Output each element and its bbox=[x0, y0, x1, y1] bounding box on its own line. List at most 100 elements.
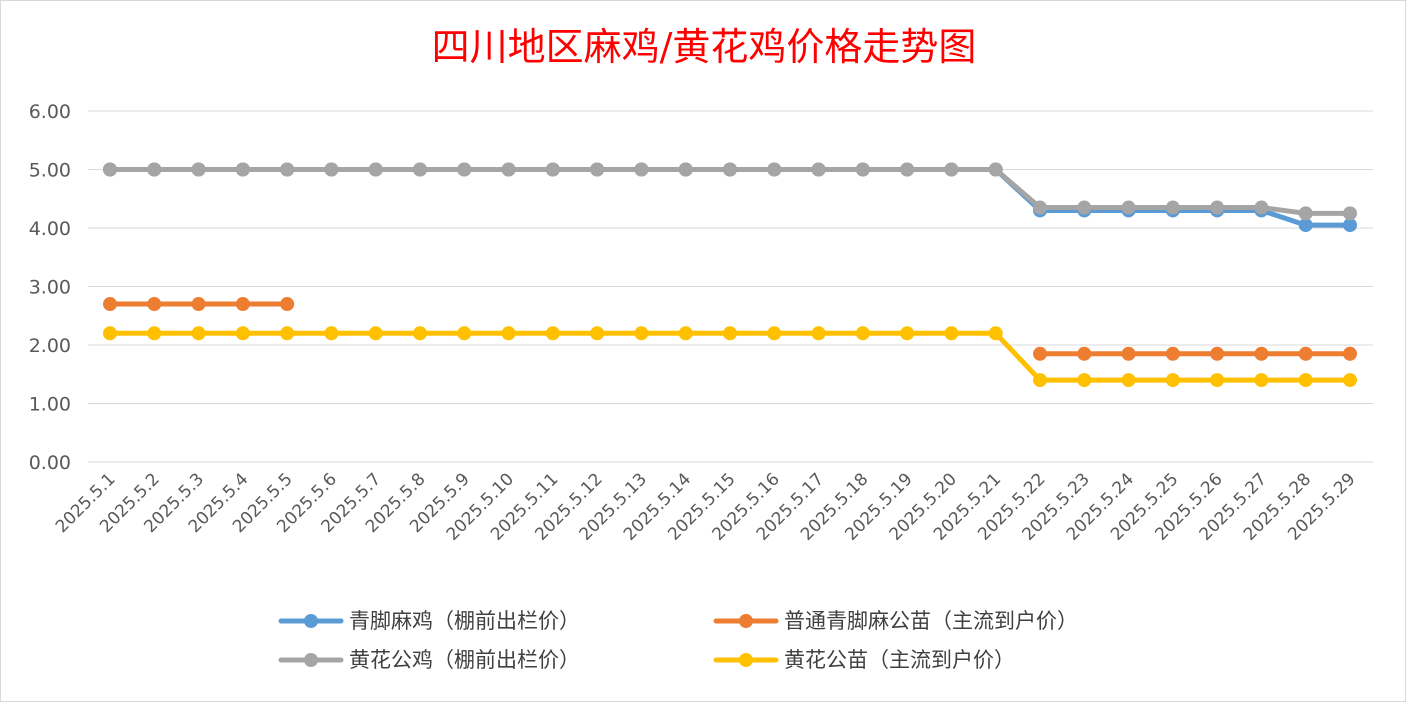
data-point bbox=[413, 326, 427, 341]
legend-item: 普通青脚麻公苗（主流到户价） bbox=[713, 609, 1078, 633]
data-point bbox=[1121, 346, 1136, 361]
data-point bbox=[501, 326, 516, 341]
legend-item: 黄花公苗（主流到户价） bbox=[713, 648, 1015, 672]
data-point bbox=[545, 326, 560, 341]
data-point bbox=[147, 297, 162, 312]
data-point bbox=[944, 162, 959, 177]
data-point bbox=[1121, 373, 1136, 388]
data-point bbox=[1298, 206, 1313, 221]
data-point bbox=[457, 162, 472, 177]
series-lines bbox=[103, 162, 1357, 388]
data-point bbox=[811, 326, 826, 341]
data-point bbox=[280, 162, 295, 177]
legend-marker bbox=[739, 653, 753, 667]
legend-marker bbox=[739, 614, 753, 628]
data-point bbox=[1343, 218, 1357, 233]
data-point bbox=[1033, 373, 1047, 388]
data-point bbox=[1165, 373, 1180, 388]
data-point bbox=[723, 326, 737, 341]
data-point bbox=[280, 326, 295, 341]
data-point bbox=[1343, 346, 1357, 361]
data-point bbox=[191, 326, 206, 341]
data-point bbox=[590, 162, 605, 177]
data-point bbox=[324, 162, 339, 177]
data-point bbox=[191, 162, 206, 177]
data-point bbox=[1343, 373, 1357, 388]
data-point bbox=[1254, 200, 1269, 215]
y-tick-label: 5.00 bbox=[29, 160, 71, 182]
series-4 bbox=[103, 326, 1357, 388]
data-point bbox=[1254, 346, 1269, 361]
data-point bbox=[1165, 346, 1180, 361]
series-2 bbox=[103, 297, 1357, 361]
data-point bbox=[545, 162, 560, 177]
y-axis-ticks: 0.00 1.00 2.00 3.00 4.00 5.00 6.00 bbox=[29, 101, 71, 474]
data-point bbox=[988, 162, 1003, 177]
data-point bbox=[811, 162, 826, 177]
data-point bbox=[103, 297, 117, 312]
data-point bbox=[1298, 373, 1313, 388]
data-point bbox=[900, 326, 915, 341]
data-point bbox=[988, 326, 1003, 341]
data-point bbox=[1210, 200, 1225, 215]
data-point bbox=[103, 162, 117, 177]
data-point bbox=[501, 162, 516, 177]
data-point bbox=[1077, 346, 1092, 361]
data-point bbox=[1210, 346, 1225, 361]
data-point bbox=[767, 326, 782, 341]
data-point bbox=[1077, 200, 1092, 215]
data-point bbox=[368, 162, 383, 177]
data-point bbox=[1343, 206, 1357, 221]
legend-label: 黄花公鸡（棚前出栏价） bbox=[349, 648, 580, 672]
legend-label: 普通青脚麻公苗（主流到户价） bbox=[784, 609, 1078, 633]
data-point bbox=[280, 297, 295, 312]
data-point bbox=[1298, 346, 1313, 361]
data-point bbox=[590, 326, 605, 341]
y-tick-label: 4.00 bbox=[29, 218, 71, 240]
y-tick-label: 3.00 bbox=[29, 277, 71, 299]
data-point bbox=[900, 162, 915, 177]
y-tick-label: 6.00 bbox=[29, 101, 71, 123]
legend: 青脚麻鸡（棚前出栏价） 普通青脚麻公苗（主流到户价） 黄花公鸡（棚前出栏价） 黄花公苗… bbox=[278, 609, 1078, 672]
data-point bbox=[147, 326, 162, 341]
data-point bbox=[235, 326, 250, 341]
data-point bbox=[1077, 373, 1092, 388]
data-point bbox=[1165, 200, 1180, 215]
data-point bbox=[944, 326, 959, 341]
data-point bbox=[147, 162, 162, 177]
y-tick-label: 2.00 bbox=[29, 335, 71, 357]
y-tick-label: 1.00 bbox=[29, 394, 71, 416]
x-axis-ticks: 2025.5.12025.5.22025.5.32025.5.42025.5.5… bbox=[52, 469, 1360, 544]
series-3 bbox=[103, 162, 1357, 221]
legend-item: 黄花公鸡（棚前出栏价） bbox=[278, 648, 580, 672]
data-point bbox=[413, 162, 427, 177]
data-point bbox=[767, 162, 782, 177]
legend-label: 黄花公苗（主流到户价） bbox=[784, 648, 1015, 672]
legend-item: 青脚麻鸡（棚前出栏价） bbox=[278, 609, 580, 633]
data-point bbox=[634, 326, 649, 341]
data-point bbox=[855, 162, 870, 177]
data-point bbox=[235, 162, 250, 177]
data-point bbox=[723, 162, 737, 177]
legend-marker bbox=[304, 653, 318, 667]
data-point bbox=[103, 326, 117, 341]
data-point bbox=[855, 326, 870, 341]
legend-marker bbox=[304, 614, 318, 628]
data-point bbox=[368, 326, 383, 341]
data-point bbox=[1254, 373, 1269, 388]
data-point bbox=[1298, 218, 1313, 233]
data-point bbox=[235, 297, 250, 312]
chart-title: 四川地区麻鸡/黄花鸡价格走势图 bbox=[432, 25, 977, 69]
y-tick-label: 0.00 bbox=[29, 452, 71, 474]
data-point bbox=[457, 326, 472, 341]
data-point bbox=[1033, 346, 1047, 361]
data-point bbox=[191, 297, 206, 312]
data-point bbox=[1033, 200, 1047, 215]
legend-label: 青脚麻鸡（棚前出栏价） bbox=[349, 609, 580, 633]
data-point bbox=[634, 162, 649, 177]
data-point bbox=[678, 162, 693, 177]
series-line bbox=[107, 167, 1353, 228]
data-point bbox=[324, 326, 339, 341]
series-line bbox=[107, 330, 1353, 383]
